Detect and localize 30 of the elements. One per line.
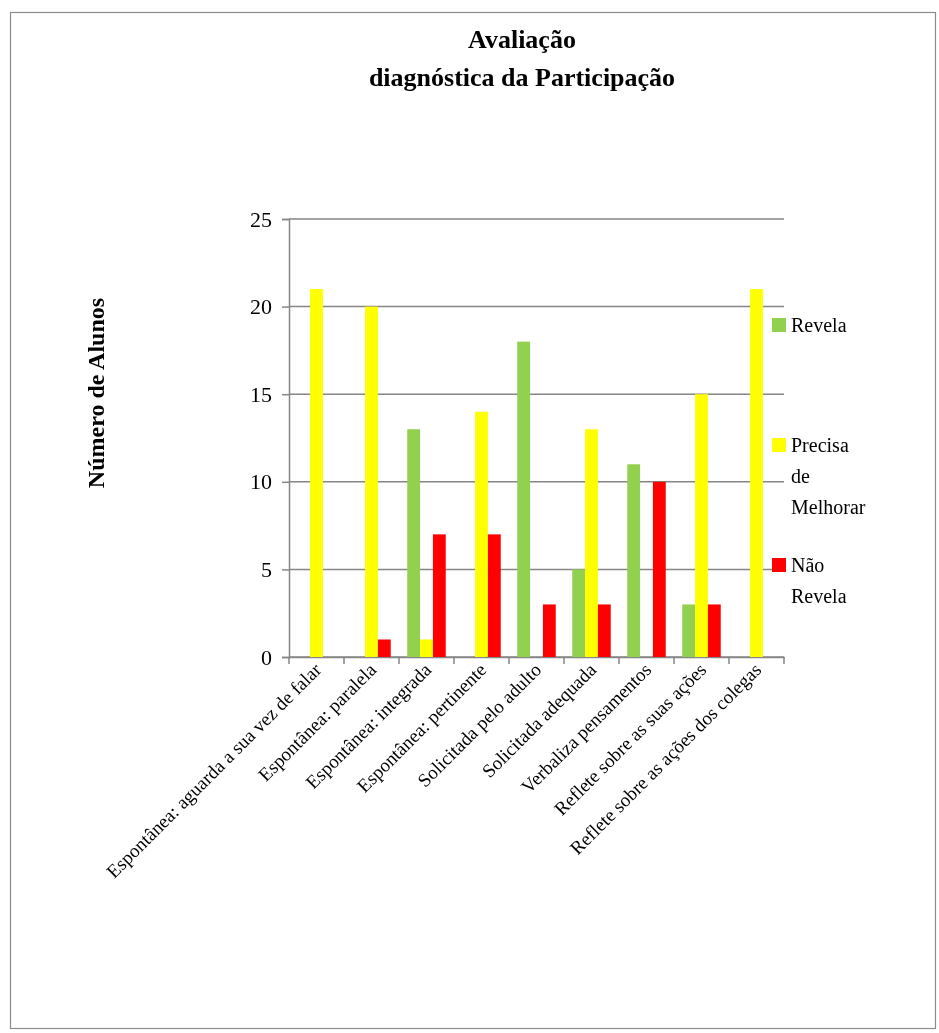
bar [487,534,501,657]
bar [517,341,531,657]
legend-label: Precisa de Melhorar [791,434,866,518]
bar [652,481,666,657]
chart-title: Avaliação diagnóstica da Participação [368,25,676,92]
bar [695,394,708,657]
bar [627,464,641,657]
bar [682,604,696,657]
y-tick-label: 5 [261,556,272,582]
y-tick-label: 10 [250,469,272,495]
legend-label: Não Revela [791,554,847,607]
legend-label: Revela [791,314,847,336]
y-axis-title: Número de Alunos [83,297,109,489]
bar [750,289,763,657]
bar [572,569,586,657]
bar [585,429,598,657]
bar [542,604,556,657]
y-tick-label: 15 [250,381,272,407]
bar [707,604,721,657]
y-tick-label: 25 [250,206,272,232]
bar [432,534,446,657]
bar [597,604,611,657]
bar [475,411,488,657]
bar [407,429,421,657]
bar [310,289,323,657]
bar [377,639,391,657]
bar [420,639,433,657]
y-tick-label: 20 [250,294,272,320]
bar [365,306,378,657]
y-tick-label: 0 [261,644,272,670]
